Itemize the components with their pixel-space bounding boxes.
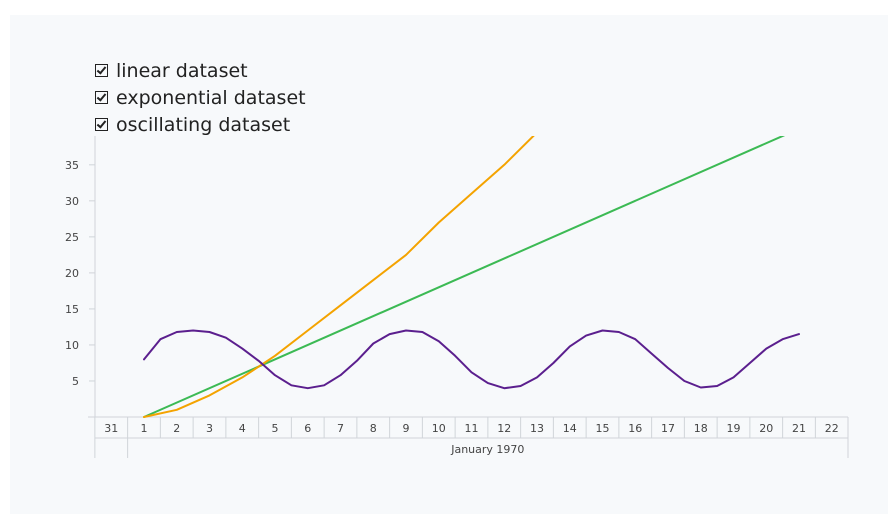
x-tick-label: 20 — [759, 422, 773, 435]
chart-series — [143, 136, 800, 418]
x-tick-label: 22 — [825, 422, 839, 435]
x-tick-label: 19 — [727, 422, 741, 435]
month-label: January 1970 — [450, 443, 524, 456]
y-tick-label: 30 — [65, 195, 79, 208]
x-tick-label: 18 — [694, 422, 708, 435]
x-tick-label: 1 — [141, 422, 148, 435]
y-tick-label: 25 — [65, 231, 79, 244]
checkbox-checked-icon[interactable] — [95, 91, 108, 104]
series-line-oscillating — [143, 329, 800, 390]
x-tick-label: 13 — [530, 422, 544, 435]
x-tick-label: 21 — [792, 422, 806, 435]
series-line-exponential — [143, 136, 535, 418]
y-tick-label: 10 — [65, 339, 79, 352]
checkbox-checked-icon[interactable] — [95, 64, 108, 77]
x-tick-label: 10 — [432, 422, 446, 435]
y-tick-label: 20 — [65, 267, 79, 280]
x-tick-label: 8 — [370, 422, 377, 435]
legend: linear dataset exponential dataset oscil… — [95, 58, 306, 139]
x-tick-label: 9 — [403, 422, 410, 435]
legend-label-linear: linear dataset — [116, 60, 248, 82]
legend-item-exponential[interactable]: exponential dataset — [95, 85, 306, 112]
x-tick-label: 17 — [661, 422, 675, 435]
x-tick-label: 16 — [628, 422, 642, 435]
x-tick-label: 2 — [173, 422, 180, 435]
checkbox-checked-icon[interactable] — [95, 118, 108, 131]
x-tick-label: 6 — [304, 422, 311, 435]
x-tick-label: 4 — [239, 422, 246, 435]
legend-label-oscillating: oscillating dataset — [116, 114, 291, 136]
x-tick-label: 15 — [596, 422, 610, 435]
x-tick-label: 5 — [272, 422, 279, 435]
x-tick-label: 31 — [104, 422, 118, 435]
y-tick-label: 5 — [72, 375, 79, 388]
x-tick-label: 7 — [337, 422, 344, 435]
legend-item-linear[interactable]: linear dataset — [95, 58, 306, 85]
x-tick-label: 3 — [206, 422, 213, 435]
x-tick-label: 11 — [465, 422, 479, 435]
x-tick-label: 14 — [563, 422, 577, 435]
series-line-linear — [143, 136, 786, 418]
legend-item-oscillating[interactable]: oscillating dataset — [95, 112, 306, 139]
y-tick-label: 15 — [65, 303, 79, 316]
chart-panel — [10, 15, 888, 514]
legend-label-exponential: exponential dataset — [116, 87, 306, 109]
x-tick-label: 12 — [497, 422, 511, 435]
y-tick-label: 35 — [65, 159, 79, 172]
